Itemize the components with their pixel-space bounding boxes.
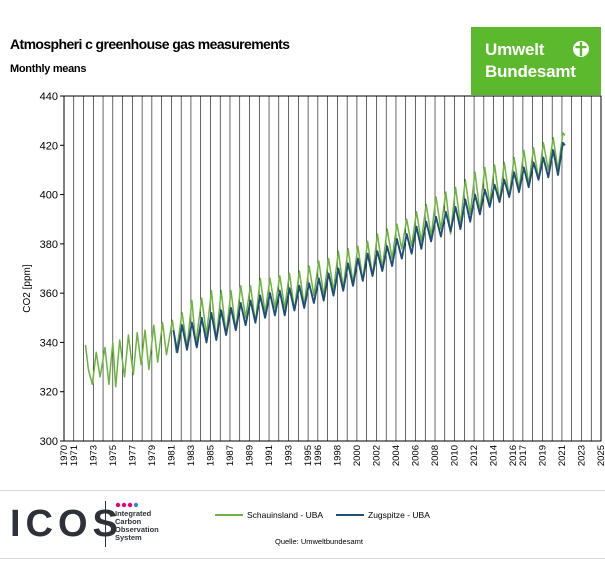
y-tick-label-380: 380 — [40, 239, 58, 251]
x-tick-label-1970: 1970 — [59, 445, 70, 466]
icos-tagline: Integrated Carbon Observation System — [115, 509, 159, 542]
uba-globe-icon — [573, 41, 589, 57]
x-tick-label-1998: 1998 — [332, 445, 343, 466]
x-tick-label-1971: 1971 — [69, 445, 80, 466]
x-tick-label-1991: 1991 — [264, 445, 275, 466]
x-tick-label-2023: 2023 — [576, 445, 587, 466]
y-tick-label-360: 360 — [40, 288, 58, 300]
icos-dot — [115, 502, 121, 508]
x-tick-label-1989: 1989 — [245, 445, 256, 466]
series-line-zugspitze — [172, 141, 566, 354]
x-tick-label-1996: 1996 — [313, 445, 324, 466]
x-tick-label-2021: 2021 — [557, 445, 568, 466]
icos-separator — [105, 501, 106, 547]
divider-top — [0, 490, 605, 491]
y-tick-label-320: 320 — [40, 387, 58, 399]
y-tick-label-400: 400 — [40, 190, 58, 202]
x-tick-label-2019: 2019 — [537, 445, 548, 466]
legend-label-schauinsland: Schauinsland - UBA — [247, 510, 324, 520]
chart-title: Atmospheri c greenhouse gas measurements — [10, 36, 290, 52]
y-tick-label-440: 440 — [40, 91, 58, 103]
icos-logo: ICOS — [10, 503, 123, 545]
chart-subtitle: Monthly means — [10, 63, 87, 75]
x-tick-label-2014: 2014 — [489, 445, 500, 466]
legend-swatch-zugspitze — [336, 514, 364, 516]
legend-item-zugspitze: Zugspitze - UBA — [336, 510, 430, 520]
x-tick-label-2008: 2008 — [430, 445, 441, 466]
icos-dots-icon — [115, 502, 139, 508]
icos-dot — [121, 502, 127, 508]
legend-swatch-schauinsland — [215, 514, 243, 516]
x-tick-label-1975: 1975 — [108, 445, 119, 466]
x-tick-label-1983: 1983 — [186, 445, 197, 466]
y-tick-label-300: 300 — [40, 436, 58, 448]
x-tick-label-1987: 1987 — [225, 445, 236, 466]
x-tick-label-2025: 2025 — [596, 445, 605, 466]
x-tick-label-1993: 1993 — [284, 445, 295, 466]
y-axis-label: CO2 [ppm] — [22, 264, 33, 313]
x-tick-label-1977: 1977 — [127, 445, 138, 466]
x-tick-label-2017: 2017 — [518, 445, 529, 466]
x-tick-label-2000: 2000 — [352, 445, 363, 466]
x-tick-label-1981: 1981 — [166, 445, 177, 466]
x-tick-label-2012: 2012 — [469, 445, 480, 466]
source-note: Quelle: Umweltbundesamt — [275, 537, 363, 546]
x-tick-label-1979: 1979 — [147, 445, 158, 466]
x-tick-label-1985: 1985 — [205, 445, 216, 466]
x-tick-label-1995: 1995 — [303, 445, 314, 466]
series-line-schauinsland — [84, 132, 566, 388]
uba-logo-line1: Umwelt — [485, 40, 545, 59]
x-tick-label-2016: 2016 — [508, 445, 519, 466]
x-tick-label-2010: 2010 — [450, 445, 461, 466]
y-tick-label-340: 340 — [40, 337, 58, 349]
uba-logo: Umwelt Bundesamt — [471, 27, 601, 95]
legend-label-zugspitze: Zugspitze - UBA — [368, 510, 430, 520]
icos-dot — [127, 502, 133, 508]
divider-bottom — [0, 558, 605, 559]
x-tick-label-1973: 1973 — [88, 445, 99, 466]
legend-item-schauinsland: Schauinsland - UBA — [215, 510, 323, 520]
icos-dot — [133, 502, 139, 508]
x-tick-label-2006: 2006 — [410, 445, 421, 466]
x-tick-label-2002: 2002 — [371, 445, 382, 466]
x-tick-label-2004: 2004 — [391, 445, 402, 466]
y-tick-label-420: 420 — [40, 140, 58, 152]
uba-logo-line2: Bundesamt — [485, 62, 576, 81]
plot-frame — [63, 95, 602, 442]
